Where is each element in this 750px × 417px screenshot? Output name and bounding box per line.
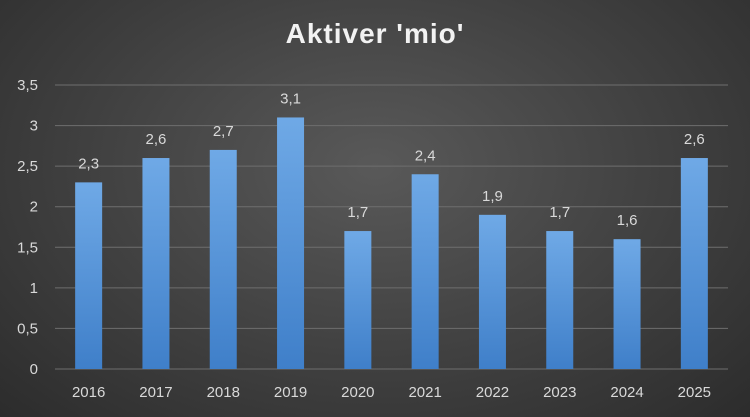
data-labels: 2,3 2,6 2,7 3,1 1,7 2,4 1,9 1,7 1,6 2,6 <box>78 90 705 229</box>
y-tick-label: 2 <box>30 199 38 216</box>
bar <box>142 158 170 369</box>
x-tick-label: 2024 <box>610 384 643 401</box>
x-tick-label: 2021 <box>408 384 441 401</box>
x-tick-label: 2018 <box>207 384 240 401</box>
x-tick-label: 2022 <box>476 384 509 401</box>
x-tick-label: 2017 <box>139 384 172 401</box>
y-tick-label: 1,5 <box>17 239 38 256</box>
y-tick-label: 3 <box>30 118 38 135</box>
bar <box>209 149 237 369</box>
data-label: 2,7 <box>213 123 234 140</box>
y-tick-label: 1 <box>30 280 38 297</box>
y-tick-label: 0 <box>30 361 38 378</box>
bar <box>411 174 439 369</box>
data-label: 2,3 <box>78 155 99 172</box>
bar <box>478 214 506 369</box>
x-tick-label: 2020 <box>341 384 374 401</box>
data-label: 1,7 <box>549 204 570 221</box>
x-tick-label: 2023 <box>543 384 576 401</box>
data-label: 2,6 <box>146 131 167 148</box>
y-tick-label: 2,5 <box>17 158 38 175</box>
data-label: 2,6 <box>684 131 705 148</box>
data-label: 3,1 <box>280 90 301 107</box>
bar <box>613 239 641 369</box>
y-axis-ticks: 0 0,5 1 1,5 2 2,5 3 3,5 <box>17 77 38 378</box>
bar <box>75 182 103 369</box>
bar <box>546 231 574 369</box>
data-label: 1,6 <box>617 212 638 229</box>
x-tick-label: 2016 <box>72 384 105 401</box>
bar <box>680 158 708 369</box>
data-label: 1,9 <box>482 188 503 205</box>
y-tick-label: 3,5 <box>17 77 38 94</box>
bar <box>277 117 305 369</box>
x-axis-ticks: 2016 2017 2018 2019 2020 2021 2022 2023 2024 2025 <box>72 384 711 401</box>
chart-title: Aktiver 'mio' <box>285 18 465 49</box>
x-tick-label: 2019 <box>274 384 307 401</box>
y-tick-label: 0,5 <box>17 320 38 337</box>
data-label: 1,7 <box>347 204 368 221</box>
data-label: 2,4 <box>415 147 436 164</box>
bar <box>344 231 372 369</box>
bars <box>75 117 708 369</box>
x-tick-label: 2025 <box>678 384 711 401</box>
